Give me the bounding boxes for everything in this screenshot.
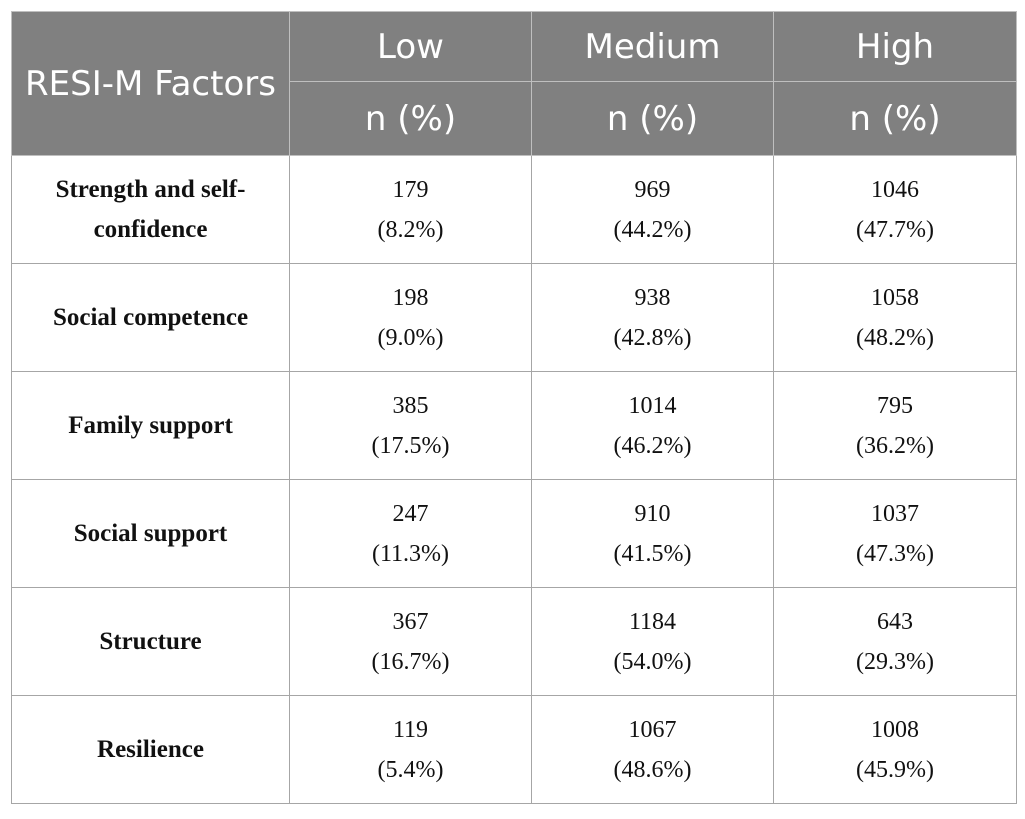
cell-low: 367 (16.7%) bbox=[289, 587, 532, 696]
cell-percent: (16.7%) bbox=[371, 648, 450, 675]
cell-high: 1037 (47.3%) bbox=[773, 479, 1017, 588]
row-factor-label: Social competence bbox=[11, 263, 290, 372]
cell-high: 1046 (47.7%) bbox=[773, 155, 1017, 264]
cell-count: 969 bbox=[634, 176, 671, 203]
table-row: Structure 367 (16.7%) 1184 (54.0%) 643 (29.3%) bbox=[11, 587, 1017, 696]
cell-low: 179 (8.2%) bbox=[289, 155, 532, 264]
cell-count: 795 bbox=[877, 392, 913, 419]
column-header-medium: Medium bbox=[531, 11, 774, 82]
cell-count: 1037 bbox=[871, 500, 919, 527]
cell-medium: 1014 (46.2%) bbox=[531, 371, 774, 480]
cell-percent: (17.5%) bbox=[371, 432, 450, 459]
row-factor-label: Social support bbox=[11, 479, 290, 588]
cell-count: 367 bbox=[392, 608, 429, 635]
cell-percent: (47.3%) bbox=[856, 540, 934, 567]
row-factor-label: Strength and self-confidence bbox=[11, 155, 290, 264]
cell-percent: (48.6%) bbox=[613, 756, 692, 783]
cell-percent: (36.2%) bbox=[856, 432, 934, 459]
cell-percent: (45.9%) bbox=[856, 756, 934, 783]
cell-medium: 969 (44.2%) bbox=[531, 155, 774, 264]
cell-count: 1014 bbox=[628, 392, 677, 419]
cell-percent: (54.0%) bbox=[613, 648, 692, 675]
table-row: Social competence 198 (9.0%) 938 (42.8%) 1058… bbox=[11, 263, 1017, 372]
header-row-units: n (%) n (%) n (%) bbox=[12, 81, 1017, 156]
cell-percent: (9.0%) bbox=[377, 324, 444, 351]
cell-percent: (11.3%) bbox=[371, 540, 450, 567]
cell-percent: (47.7%) bbox=[856, 216, 934, 243]
cell-count: 1058 bbox=[871, 284, 919, 311]
cell-count: 119 bbox=[392, 716, 429, 743]
cell-low: 119 (5.4%) bbox=[289, 695, 532, 804]
table-row: Family support 385 (17.5%) 1014 (46.2%) 795 (3… bbox=[11, 371, 1017, 480]
table-row: Resilience 119 (5.4%) 1067 (48.6%) 1008 (45.9%… bbox=[11, 695, 1017, 804]
column-subheader-medium: n (%) bbox=[531, 81, 774, 156]
row-factor-label: Structure bbox=[11, 587, 290, 696]
cell-percent: (48.2%) bbox=[856, 324, 934, 351]
cell-high: 643 (29.3%) bbox=[773, 587, 1017, 696]
cell-count: 1184 bbox=[628, 608, 677, 635]
cell-count: 385 bbox=[392, 392, 429, 419]
cell-count: 1046 bbox=[871, 176, 919, 203]
cell-count: 910 bbox=[634, 500, 671, 527]
cell-medium: 938 (42.8%) bbox=[531, 263, 774, 372]
cell-count: 1067 bbox=[628, 716, 677, 743]
cell-low: 385 (17.5%) bbox=[289, 371, 532, 480]
cell-percent: (29.3%) bbox=[856, 648, 934, 675]
cell-percent: (8.2%) bbox=[377, 216, 444, 243]
resi-m-table: RESI-M Factors Low Medium High n (%) n (… bbox=[11, 11, 1017, 804]
cell-percent: (44.2%) bbox=[613, 216, 692, 243]
cell-high: 1058 (48.2%) bbox=[773, 263, 1017, 372]
cell-medium: 1184 (54.0%) bbox=[531, 587, 774, 696]
cell-high: 795 (36.2%) bbox=[773, 371, 1017, 480]
table-header: RESI-M Factors Low Medium High n (%) n (… bbox=[11, 11, 1017, 156]
cell-low: 247 (11.3%) bbox=[289, 479, 532, 588]
cell-count: 247 bbox=[392, 500, 429, 527]
cell-count: 938 bbox=[634, 284, 671, 311]
cell-count: 1008 bbox=[871, 716, 919, 743]
column-header-low: Low bbox=[289, 11, 532, 82]
cell-percent: (46.2%) bbox=[613, 432, 692, 459]
table-row: Social support 247 (11.3%) 910 (41.5%) 1037 (4… bbox=[11, 479, 1017, 588]
cell-percent: (41.5%) bbox=[613, 540, 692, 567]
cell-percent: (5.4%) bbox=[377, 756, 444, 783]
column-subheader-low: n (%) bbox=[289, 81, 532, 156]
cell-medium: 1067 (48.6%) bbox=[531, 695, 774, 804]
cell-percent: (42.8%) bbox=[613, 324, 692, 351]
cell-low: 198 (9.0%) bbox=[289, 263, 532, 372]
header-row-levels: RESI-M Factors Low Medium High bbox=[11, 11, 1017, 156]
cell-high: 1008 (45.9%) bbox=[773, 695, 1017, 804]
table-row: Strength and self-confidence 179 (8.2%) 969… bbox=[11, 155, 1017, 264]
factor-column-header: RESI-M Factors bbox=[11, 11, 290, 156]
row-factor-label: Family support bbox=[11, 371, 290, 480]
cell-medium: 910 (41.5%) bbox=[531, 479, 774, 588]
column-header-high: High bbox=[773, 11, 1017, 82]
cell-count: 643 bbox=[877, 608, 913, 635]
row-factor-label: Resilience bbox=[11, 695, 290, 804]
column-subheader-high: n (%) bbox=[773, 81, 1017, 156]
table-body: Strength and self-confidence 179 (8.2%) 969… bbox=[11, 155, 1017, 804]
cell-count: 198 bbox=[392, 284, 429, 311]
cell-count: 179 bbox=[392, 176, 429, 203]
